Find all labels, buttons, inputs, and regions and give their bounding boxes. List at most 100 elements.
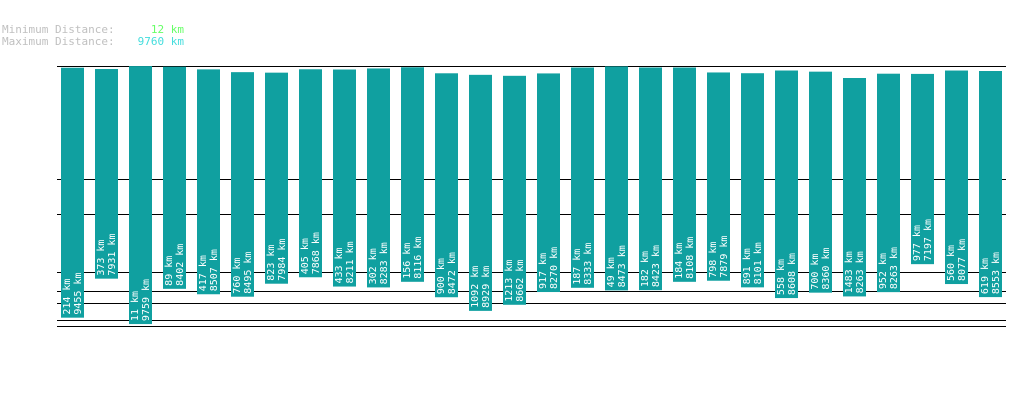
bar-min-label: 1483 km (844, 251, 855, 293)
bar-min-label: 214 km (62, 279, 73, 315)
distance-bar (401, 67, 424, 282)
bar-max-label: 7868 km (311, 232, 322, 274)
bar-max-label: 8553 km (991, 252, 1002, 294)
bar-max-label: 7879 km (719, 236, 730, 278)
distance-bar (775, 70, 798, 299)
bar-min-label: 977 km (912, 225, 923, 261)
bar-max-label: 8270 km (549, 247, 560, 289)
bar-max-label: 8211 km (345, 241, 356, 283)
bar-group: 760 km 8495 km (231, 72, 254, 297)
bar-max-label: 8263 km (855, 251, 866, 293)
bar-max-label: 8360 km (821, 247, 832, 289)
bar-max-label: 8101 km (753, 242, 764, 284)
bar-min-label: 917 km (538, 253, 549, 289)
bar-max-label: 8333 km (583, 243, 594, 285)
bar-group: 823 km 7984 km (265, 72, 288, 284)
bar-min-label: 11 km (130, 291, 141, 321)
distance-bar (469, 74, 492, 311)
distance-bar (911, 73, 934, 265)
distance-bar (367, 68, 390, 288)
maximum-distance-row: Maximum Distance: 9760 km (2, 36, 184, 48)
distance-bar (843, 78, 866, 297)
bar-group: 560 km 8077 km (945, 70, 968, 285)
bar-group: 891 km 8101 km (741, 73, 764, 288)
bar-min-label: 558 km (776, 259, 787, 295)
bar-max-label: 7197 km (923, 219, 934, 261)
maximum-distance-label: Maximum Distance: (2, 35, 115, 48)
bar-group: 214 km 9455 km (61, 67, 84, 318)
bar-group: 187 km 8333 km (571, 67, 594, 288)
bar-max-label: 8608 km (787, 253, 798, 295)
bar-min-label: 417 km (198, 255, 209, 291)
bar-group: 700 km 8360 km (809, 71, 832, 293)
distance-bar (95, 69, 118, 279)
bar-max-label: 8402 km (175, 244, 186, 286)
bar-max-label: 8495 km (243, 252, 254, 294)
bar-group: 977 km 7197 km (911, 73, 934, 265)
bar-max-label: 8077 km (957, 239, 968, 281)
bar-min-label: 900 km (436, 258, 447, 294)
bar-max-label: 8423 km (651, 245, 662, 287)
bar-min-label: 433 km (334, 247, 345, 283)
distance-bar (163, 66, 186, 289)
bar-min-label: 1213 km (504, 260, 515, 302)
bar-min-label: 952 km (878, 253, 889, 289)
distance-bar (809, 71, 832, 293)
bar-max-label: 8473 km (617, 245, 628, 287)
bar-min-label: 798 km (708, 242, 719, 278)
bar-min-label: 187 km (572, 249, 583, 285)
bar-max-label: 8116 km (413, 237, 424, 279)
bar-group: 156 km 8116 km (401, 67, 424, 282)
bar-min-label: 891 km (742, 248, 753, 284)
distance-bar (605, 66, 628, 291)
distance-bar (231, 72, 254, 297)
distance-bar (129, 66, 152, 325)
bar-min-label: 302 km (368, 248, 379, 284)
bar-min-label: 619 km (980, 258, 991, 294)
distance-bar (61, 67, 84, 318)
bar-max-label: 8283 km (379, 242, 390, 284)
minimum-distance-label: Minimum Distance: (2, 23, 115, 36)
distance-bar (265, 72, 288, 284)
bar-group: 417 km 8507 km (197, 69, 220, 295)
bar-group: 558 km 8608 km (775, 70, 798, 299)
bar-group: 1213 km 8662 km (503, 75, 526, 305)
bar-group: 952 km 8263 km (877, 73, 900, 293)
bar-max-label: 8662 km (515, 260, 526, 302)
bar-min-label: 184 km (674, 243, 685, 279)
bar-max-label: 8507 km (209, 249, 220, 291)
bar-group: 900 km 8472 km (435, 73, 458, 298)
bar-max-label: 8263 km (889, 247, 900, 289)
distance-bar (979, 71, 1002, 298)
bar-group: 917 km 8270 km (537, 73, 560, 293)
bar-min-label: 156 km (402, 243, 413, 279)
bar-max-label: 7984 km (277, 239, 288, 281)
bar-group: 49 km 8473 km (605, 66, 628, 291)
bar-min-label: 373 km (96, 240, 107, 276)
bar-group: 302 km 8283 km (367, 68, 390, 288)
bar-min-label: 405 km (300, 238, 311, 274)
bar-max-label: 8108 km (685, 237, 696, 279)
bar-min-label: 823 km (266, 245, 277, 281)
bar-max-label: 8472 km (447, 252, 458, 294)
bar-max-label: 9455 km (73, 273, 84, 315)
bar-group: 182 km 8423 km (639, 67, 662, 291)
distance-bar (741, 73, 764, 288)
bar-group: 433 km 8211 km (333, 69, 356, 287)
bar-min-label: 182 km (640, 251, 651, 287)
bar-group: 1092 km 8929 km (469, 74, 492, 311)
distance-bar (503, 75, 526, 305)
minimum-distance-value: 12 km (150, 23, 184, 36)
minimum-distance-row: Minimum Distance: 12 km (2, 24, 184, 36)
bar-group: 184 km 8108 km (673, 67, 696, 282)
distance-bar (197, 69, 220, 295)
distance-bar (945, 70, 968, 285)
distance-bar (435, 73, 458, 298)
distance-bar (639, 67, 662, 291)
distance-summary: Minimum Distance: 12 km Maximum Distance:… (2, 24, 184, 48)
bar-group: 1483 km 8263 km (843, 78, 866, 297)
bar-min-label: 760 km (232, 258, 243, 294)
bar-group: 405 km 7868 km (299, 69, 322, 278)
bar-group: 89 km 8402 km (163, 66, 186, 289)
